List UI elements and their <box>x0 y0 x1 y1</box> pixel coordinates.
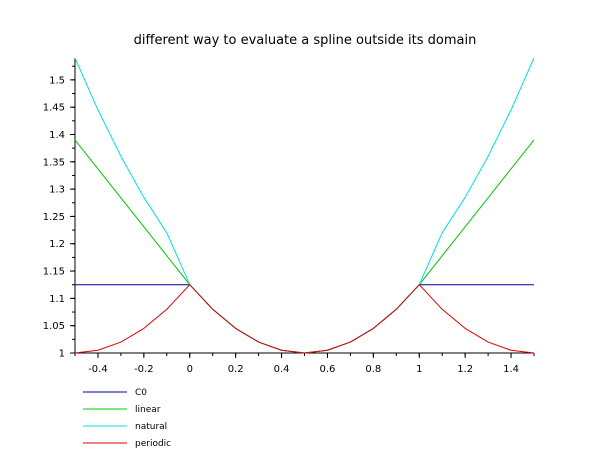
chart-title: different way to evaluate a spline outsi… <box>134 33 477 48</box>
y-tick-label: 1 <box>59 349 65 360</box>
x-tick-label: 0.6 <box>319 364 335 375</box>
legend: C0 linear natural periodic <box>83 388 171 449</box>
legend-label-c0: C0 <box>135 388 147 398</box>
x-tick-label: -0.4 <box>88 364 108 375</box>
x-tick-label: 0 <box>187 364 193 375</box>
x-tick-label: 0.8 <box>365 364 381 375</box>
series-line-linear <box>74 139 535 354</box>
series-layer <box>74 57 535 354</box>
y-tick-label: 1.05 <box>43 321 65 332</box>
y-tick-label: 1.35 <box>43 157 65 168</box>
legend-label-periodic: periodic <box>135 439 171 449</box>
y-tick-label: 1.2 <box>49 239 65 250</box>
y-tick-label: 1.45 <box>43 103 65 114</box>
x-tick-label: -0.2 <box>134 364 154 375</box>
axes: -0.4 -0.2 0 0.2 0.4 0.6 0.8 1 1.2 1.4 1 1.05 1.1 1.15… <box>43 58 535 375</box>
legend-label-linear: linear <box>135 405 161 415</box>
y-tick-label: 1.5 <box>49 75 65 86</box>
y-tick-label: 1.3 <box>49 185 65 196</box>
x-tick-label: 1 <box>416 364 422 375</box>
y-tick-label: 1.15 <box>43 267 65 278</box>
legend-label-natural: natural <box>135 422 167 432</box>
x-tick-label: 1.4 <box>503 364 519 375</box>
y-tick-label: 1.25 <box>43 212 65 223</box>
series-line-c0 <box>75 284 534 354</box>
x-tick-label: 1.2 <box>457 364 473 375</box>
x-tick-label: 0.2 <box>228 364 244 375</box>
x-tick-label: 0.4 <box>274 364 290 375</box>
y-tick-label: 1.4 <box>49 130 65 141</box>
series-line-periodic <box>74 284 535 354</box>
series-line-natural <box>74 57 535 354</box>
y-tick-label: 1.1 <box>49 294 65 305</box>
